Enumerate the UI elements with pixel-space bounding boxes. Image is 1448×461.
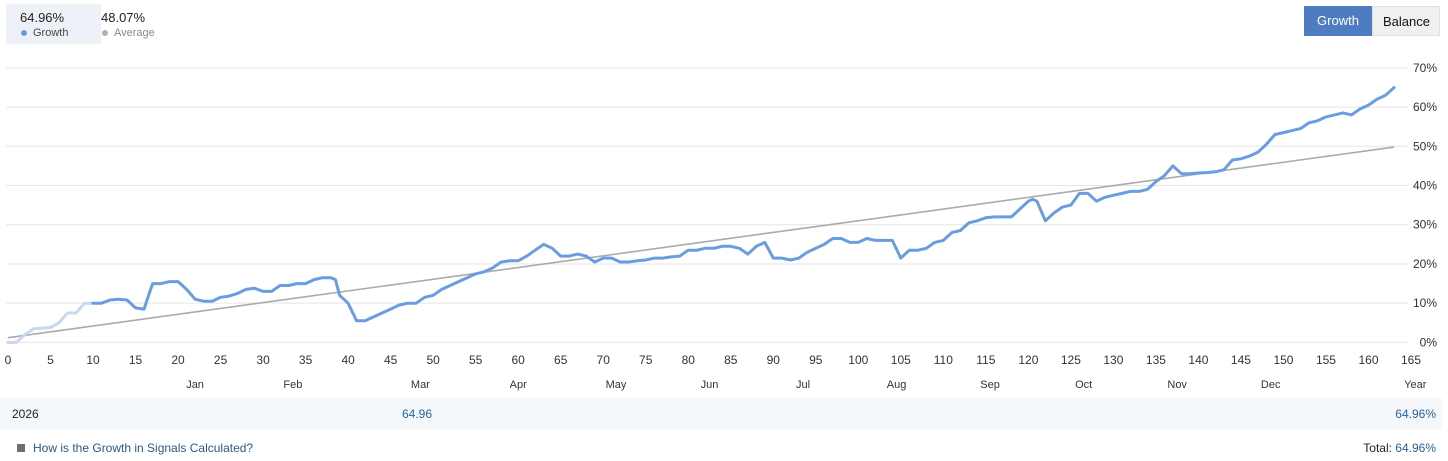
tab-balance[interactable]: Balance xyxy=(1372,6,1440,36)
footer-total-label: Total: xyxy=(1363,441,1392,455)
stat-average[interactable]: 48.07% Average xyxy=(87,4,177,44)
x-tick-label: 100 xyxy=(848,353,868,367)
x-tick-label: 135 xyxy=(1146,353,1166,367)
year-row: 2026 64.96 64.96% xyxy=(0,398,1442,430)
stat-growth[interactable]: 64.96% Growth xyxy=(6,4,101,44)
y-tick-label: 70% xyxy=(1413,61,1437,75)
year-total-value: 64.96% xyxy=(1395,407,1436,421)
growth-dot-icon xyxy=(21,30,27,36)
x-tick-label: 145 xyxy=(1231,353,1251,367)
x-tick-label: 45 xyxy=(384,353,398,367)
x-tick-label: 15 xyxy=(129,353,143,367)
x-tick-label: 35 xyxy=(299,353,313,367)
month-label: Dec xyxy=(1261,379,1281,391)
y-tick-label: 60% xyxy=(1413,100,1437,114)
x-tick-label: 10 xyxy=(86,353,100,367)
growth-value: 64.96% xyxy=(20,10,65,25)
x-tick-label: 90 xyxy=(767,353,781,367)
average-dot-icon xyxy=(102,30,108,36)
x-tick-label: 105 xyxy=(891,353,911,367)
y-tick-label: 30% xyxy=(1413,218,1437,232)
x-tick-label: 5 xyxy=(47,353,54,367)
x-tick-label: 110 xyxy=(934,353,953,367)
y-tick-label: 40% xyxy=(1413,179,1437,193)
month-label: Year xyxy=(1404,379,1427,391)
month-label: Aug xyxy=(887,379,907,391)
footer-total-value: 64.96% xyxy=(1395,441,1436,455)
month-label: Apr xyxy=(510,379,527,391)
x-tick-label: 125 xyxy=(1061,353,1081,367)
average-value: 48.07% xyxy=(101,10,146,25)
x-tick-label: 60 xyxy=(512,353,526,367)
y-tick-label: 10% xyxy=(1413,296,1437,310)
y-tick-label: 20% xyxy=(1413,257,1437,271)
growth-line xyxy=(91,86,1396,323)
x-tick-label: 0 xyxy=(5,353,12,367)
x-tick-label: 25 xyxy=(214,353,228,367)
year-label: 2026 xyxy=(12,407,39,421)
month-label: Feb xyxy=(283,379,302,391)
chart-tabs: Growth Balance xyxy=(1304,6,1440,36)
mar-value: 64.96 xyxy=(402,407,433,421)
month-label: Nov xyxy=(1167,379,1187,391)
growth-chart: 0% 10% 20% 30% 40% 50% 60% 70% 0 5 10 15 20 25 30 35 40 4… xyxy=(5,61,1438,391)
x-tick-label: 165 xyxy=(1401,353,1421,367)
x-tick-label: 130 xyxy=(1103,353,1123,367)
average-line xyxy=(7,146,1395,339)
x-tick-label: 120 xyxy=(1018,353,1038,367)
month-label: Sep xyxy=(980,379,1000,391)
x-tick-label: 80 xyxy=(682,353,696,367)
footer-total: Total: 64.96% xyxy=(1363,441,1436,455)
growth-line-faded xyxy=(6,301,95,344)
x-tick-label: 155 xyxy=(1316,353,1336,367)
month-label: May xyxy=(606,379,627,391)
x-tick-label: 150 xyxy=(1273,353,1293,367)
x-tick-label: 40 xyxy=(341,353,355,367)
x-tick-label: 30 xyxy=(256,353,270,367)
x-tick-label: 75 xyxy=(639,353,653,367)
month-label: Jan xyxy=(186,379,204,391)
growth-calculation-link[interactable]: How is the Growth in Signals Calculated? xyxy=(33,441,254,455)
month-label: Mar xyxy=(411,379,430,391)
month-label: Oct xyxy=(1075,379,1092,391)
x-tick-label: 20 xyxy=(171,353,185,367)
x-tick-label: 140 xyxy=(1188,353,1208,367)
tab-growth[interactable]: Growth xyxy=(1304,6,1372,36)
x-tick-label: 70 xyxy=(597,353,611,367)
month-label: Jun xyxy=(701,379,719,391)
x-tick-label: 85 xyxy=(724,353,738,367)
x-tick-label: 65 xyxy=(554,353,568,367)
y-tick-label: 50% xyxy=(1413,139,1437,153)
help-icon xyxy=(17,444,25,452)
x-tick-label: 160 xyxy=(1358,353,1378,367)
x-tick-label: 50 xyxy=(426,353,440,367)
y-tick-label: 0% xyxy=(1420,335,1438,349)
growth-label: Growth xyxy=(33,27,69,39)
x-tick-label: 115 xyxy=(976,353,995,367)
month-label: Jul xyxy=(796,379,810,391)
x-tick-label: 95 xyxy=(809,353,823,367)
average-label: Average xyxy=(114,27,155,39)
x-tick-label: 55 xyxy=(469,353,483,367)
